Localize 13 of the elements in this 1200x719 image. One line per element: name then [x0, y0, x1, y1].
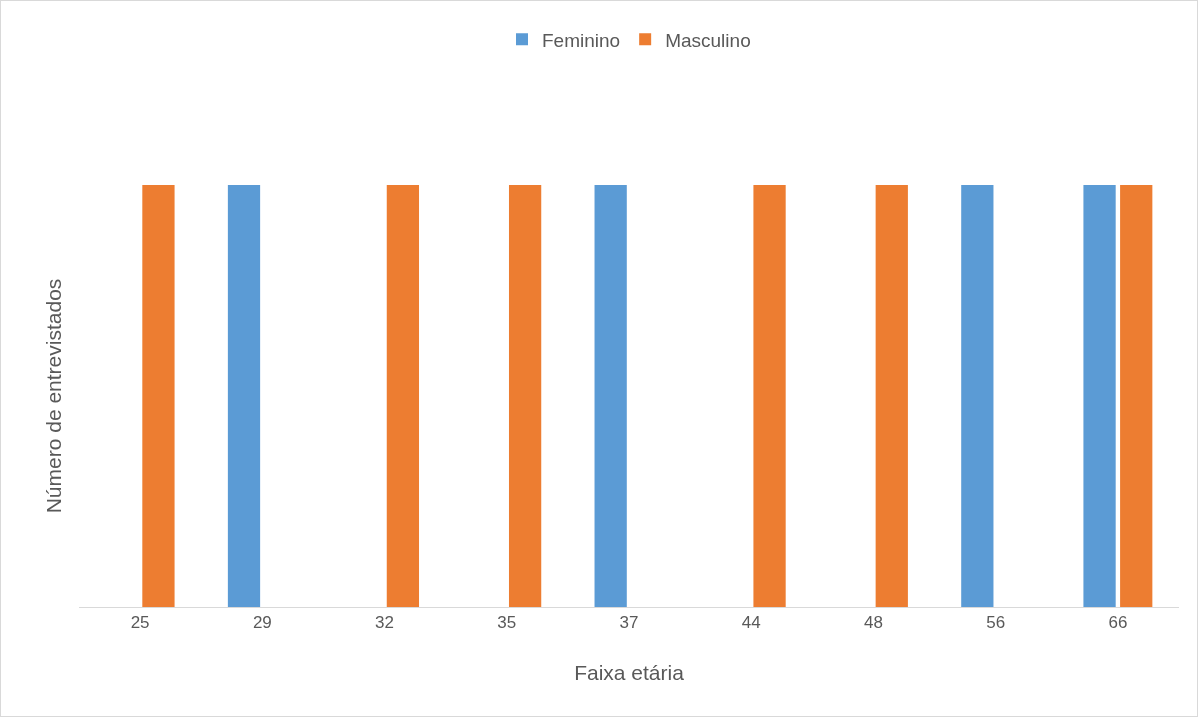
x-tick-label: 37: [619, 613, 639, 633]
legend-label: Feminino: [542, 29, 621, 51]
x-tick-label: 25: [130, 613, 150, 633]
x-tick-label: 56: [986, 613, 1006, 633]
x-axis-title: Faixa etária: [574, 661, 685, 684]
x-tick-label: 35: [497, 613, 517, 633]
x-tick-label: 32: [375, 613, 395, 633]
x-tick-label: 48: [863, 613, 883, 633]
legend-label: Masculino: [665, 29, 751, 51]
x-tick-label: 66: [1108, 613, 1128, 633]
x-tick-label: 29: [252, 613, 272, 633]
x-tick-label: 44: [741, 613, 761, 633]
y-axis-title: Número de entrevistados: [42, 278, 66, 514]
